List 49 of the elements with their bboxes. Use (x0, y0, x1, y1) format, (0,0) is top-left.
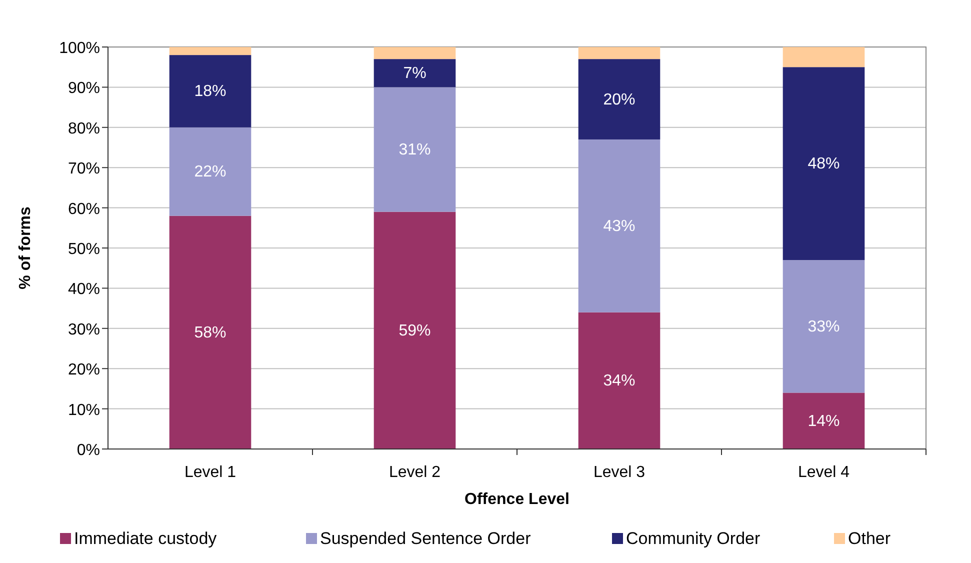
legend-label: Other (848, 529, 891, 548)
bar (374, 87, 456, 212)
bar (578, 312, 660, 449)
bar (578, 47, 660, 60)
data-label: 14% (808, 412, 840, 430)
bar (374, 212, 456, 449)
y-tick-label: 100% (59, 40, 100, 57)
bar (374, 59, 456, 88)
data-label: 18% (194, 83, 226, 100)
data-label: 34% (603, 372, 636, 390)
x-tick-label: Level 2 (388, 464, 441, 481)
legend-label: Immediate custody (74, 529, 218, 548)
y-tick-label: 30% (68, 321, 100, 338)
y-tick-label: 90% (68, 80, 100, 98)
data-label: 20% (603, 91, 636, 108)
bar (578, 139, 660, 312)
data-label: 7% (403, 65, 426, 82)
data-label: 22% (194, 164, 226, 181)
bar (374, 47, 456, 60)
data-label: 58% (194, 324, 226, 342)
y-tick-label: 80% (68, 120, 100, 138)
bar (782, 67, 865, 260)
y-tick-label: 0% (76, 442, 100, 459)
data-label: 48% (808, 156, 840, 173)
bar (169, 47, 252, 56)
bar (169, 216, 252, 449)
data-label: 33% (808, 318, 840, 336)
y-tick-label: 40% (68, 281, 100, 298)
x-axis-title: Offence Level (464, 491, 570, 508)
data-label: 59% (398, 322, 431, 340)
data-label: 31% (398, 142, 431, 159)
bar (578, 59, 660, 140)
x-tick-label: Level 4 (798, 464, 850, 481)
y-tick-label: 60% (68, 200, 100, 218)
bar (782, 47, 865, 68)
y-tick-label: 50% (68, 241, 100, 258)
bar (169, 55, 252, 128)
x-tick-label: Level 3 (593, 464, 646, 481)
legend-label: Suspended Sentence Order (320, 529, 532, 548)
bar (169, 127, 252, 216)
bar (782, 260, 865, 393)
x-tick-label: Level 1 (184, 464, 236, 481)
legend-label: Community Order (626, 529, 760, 548)
bar (782, 392, 865, 449)
y-axis-title: % of forms (17, 206, 34, 290)
y-tick-label: 10% (68, 402, 100, 419)
data-label: 43% (603, 218, 636, 235)
y-tick-label: 70% (68, 160, 100, 178)
y-tick-label: 20% (68, 362, 100, 379)
